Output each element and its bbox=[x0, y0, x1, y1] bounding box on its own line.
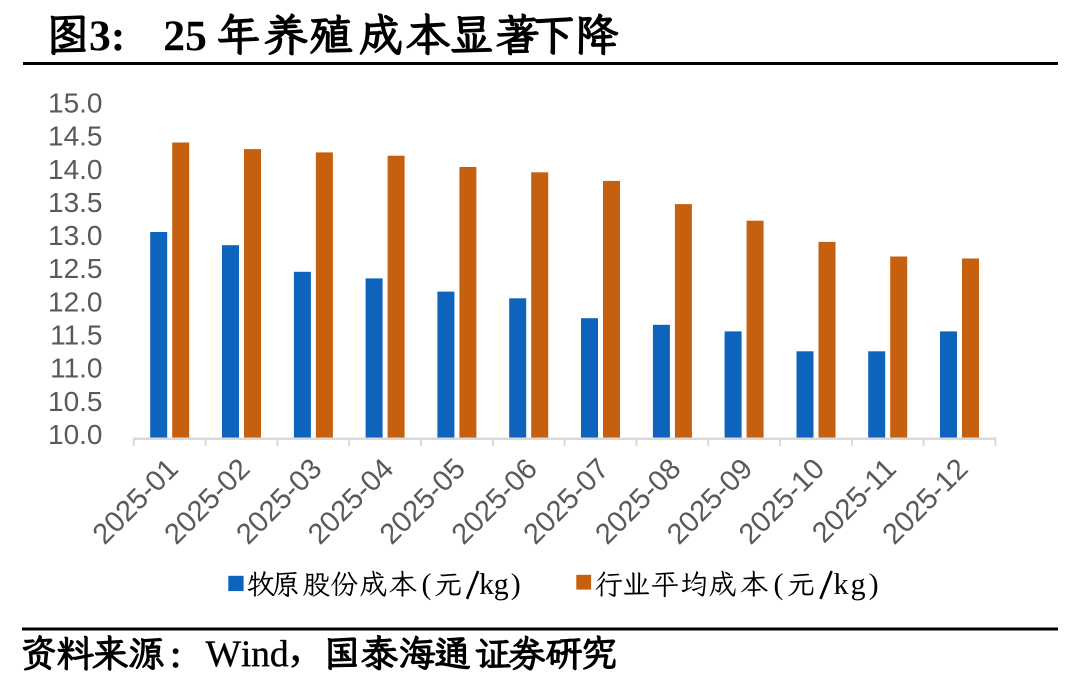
svg-text:12.0: 12.0 bbox=[48, 286, 103, 317]
svg-text:14.0: 14.0 bbox=[48, 154, 103, 185]
svg-text:11.0: 11.0 bbox=[50, 353, 102, 384]
svg-text:11.5: 11.5 bbox=[50, 320, 102, 351]
svg-text:15.0: 15.0 bbox=[48, 88, 103, 119]
svg-text:12.5: 12.5 bbox=[48, 253, 103, 284]
svg-text:13.5: 13.5 bbox=[48, 187, 103, 218]
svg-text:14.5: 14.5 bbox=[48, 121, 103, 152]
svg-text:10.0: 10.0 bbox=[48, 419, 103, 450]
svg-text:10.5: 10.5 bbox=[48, 386, 103, 417]
svg-text:13.0: 13.0 bbox=[48, 220, 103, 251]
